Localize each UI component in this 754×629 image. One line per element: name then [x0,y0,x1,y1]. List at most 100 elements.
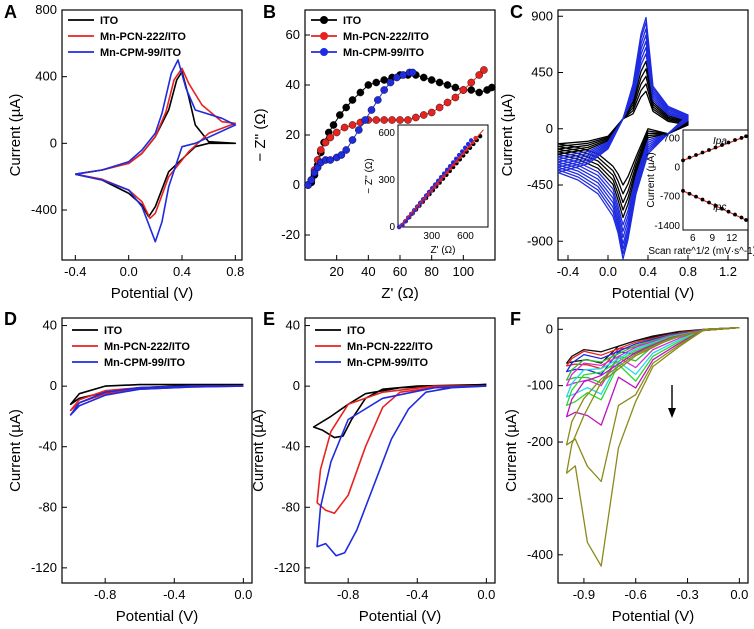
y-tick-label-a: 400 [35,69,57,84]
nyquist-point [399,71,407,79]
cv-curve-d-mn-cpm-99/ito [69,385,244,416]
nyquist-point [326,156,335,164]
inset-point-c [700,197,705,202]
inset-x-tick-label-c: 12 [726,233,738,244]
x-axis-label-b: Z' (Ω) [381,285,418,302]
nyquist-point [467,86,476,94]
nyquist-point [427,108,436,117]
inset-point-b [438,175,444,180]
x-tick-label-f: -0.9 [573,587,595,602]
inset-x-tick-label-b: 300 [423,231,440,242]
cv-scan-curve-f [565,326,740,567]
inset-point-c [744,218,748,222]
x-tick-label-d: -0.4 [163,587,185,602]
nyquist-point [337,151,346,159]
x-tick-label-f: -0.6 [625,587,647,602]
nyquist-point [348,121,357,129]
inset-y-tick-label-b: 300 [378,175,395,186]
axes-b: 20 40 60 80 100 -20 0 20 40 60 Z' (Ω) − Z'' (Ω) ITO M… [252,9,496,302]
inset-point-c [733,212,737,217]
legend-label-e: Mn-PCN-222/ITO [347,341,433,353]
x-axis-label-f: Potential (V) [612,608,695,625]
inset-point-b [462,145,468,150]
inset-point-b [465,141,471,147]
inset-point-b [441,171,447,176]
y-axis-label-b: − Z'' (Ω) [252,108,269,161]
y-tick-label-d: -120 [31,560,57,575]
inset-point-c [720,206,724,211]
inset-fit-line-b [398,129,484,228]
panel-label-f: F [510,309,521,329]
legend-label-b: ITO [343,15,362,27]
x-tick-label-d: -0.8 [94,587,116,602]
inset-point-c [713,203,718,208]
nyquist-point [467,78,476,87]
x-tick-label-c: 0.0 [599,264,617,279]
y-tick-label-b: 40 [286,77,300,92]
x-axis-label-e: Potential (V) [359,608,442,625]
inset-point-c [687,155,692,160]
y-tick-label-a: 0 [50,135,57,150]
legend-label-a: Mn-PCN-222/ITO [100,31,186,43]
y-tick-label-d: -80 [38,499,57,514]
x-tick-label-b: 40 [361,264,375,279]
legend-label-d: Mn-CPM-99/ITO [104,357,186,369]
inset-point-c [726,209,731,214]
y-tick-label-e: 0 [293,378,300,393]
y-tick-label-f: -100 [527,378,553,393]
x-axis-label-d: Potential (V) [116,608,199,625]
y-axis-label-d: Current (µA) [7,409,24,492]
legend-label-e: Mn-CPM-99/ITO [347,357,429,369]
inset-point-c [707,148,711,152]
inset-x-tick-label-b: 600 [457,231,474,242]
inset-x-tick-label-c: 9 [709,233,715,244]
y-tick-label-d: -40 [38,439,57,454]
nyquist-point [348,96,357,104]
inset-point-c [739,136,744,140]
inset-point-b [405,215,411,220]
inset-point-b [435,178,441,184]
plot-frame-a [61,9,243,261]
nyquist-point [307,176,316,184]
x-tick-label-c: -0.4 [557,264,579,279]
y-axis-label-c: Current (µA) [499,94,516,177]
nyquist-point [374,96,382,104]
cv-scan-curve-f [565,326,740,407]
y-tick-label-c: 450 [531,65,553,80]
cv-scan-curve-f [565,326,740,387]
nyquist-point [459,86,468,94]
cv-curve-e-ito [312,383,487,439]
inset-x-tick-label-c: 6 [690,233,696,244]
panel-label-d: D [4,309,17,329]
y-tick-label-e: 40 [286,318,300,333]
y-axis-label-a: Current (µA) [7,94,24,177]
legend-label-a: ITO [100,15,119,27]
x-tick-label-f: -0.3 [676,587,698,602]
nyquist-point [380,86,388,94]
nyquist-point [380,116,388,124]
nyquist-point [336,111,344,119]
y-tick-label-b: 20 [286,127,300,142]
inset-y-tick-label-c: 0 [674,163,680,174]
inset-y-label-c: Current (µA) [646,152,657,207]
cv-curve-e-mn-cpm-99/ito [316,385,487,557]
nyquist-point [356,88,365,97]
inset-c: 6 9 12 -1400 -700 0 700 Scan rate^1/2 (mV·s^-1)… [646,129,754,257]
y-tick-label-a: -400 [31,202,57,217]
y-axis-label-f: Current (µA) [503,409,520,492]
inset-point-c [739,215,744,220]
cv-curve-mn-pcn-222/ito [75,67,237,220]
inset-point-c [700,150,705,155]
nyquist-point [386,78,395,87]
y-tick-label-e: -80 [281,499,300,514]
nyquist-point [396,116,404,124]
nyquist-point [321,138,330,147]
axes-d: -0.8 -0.4 0.0 -120 -80 -40 0 40 Potential (V) Cur… [7,317,253,625]
nyquist-point [443,81,452,89]
nyquist-point [419,111,428,119]
y-axis-label-e: Current (µA) [250,409,267,492]
inset-point-c [687,191,692,196]
nyquist-point [408,68,417,77]
